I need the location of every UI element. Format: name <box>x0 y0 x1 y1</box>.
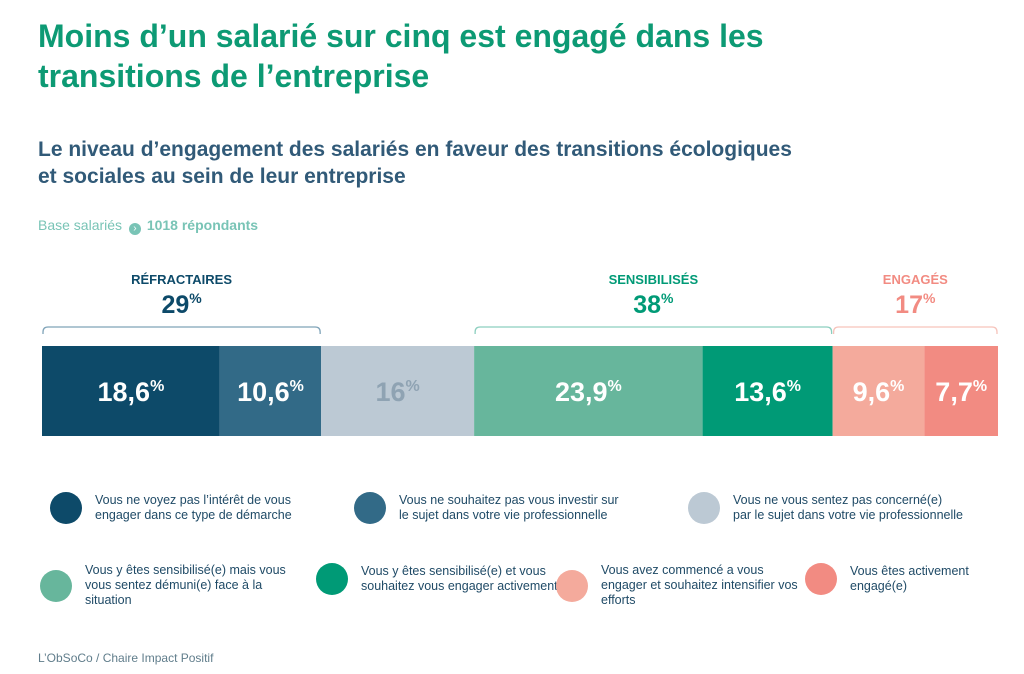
legend-item-5: Vous y êtes sensibilisé(e) et vous souha… <box>316 563 571 595</box>
group-name-1: RÉFRACTAIRES <box>131 272 232 287</box>
bar-value-label-5: 13,6% <box>734 377 801 407</box>
bar-segment-7 <box>924 346 998 436</box>
legend-item-6: Vous avez commencé a vous engager et sou… <box>556 563 811 608</box>
bar-value-label-6: 9,6% <box>853 377 905 407</box>
legend-item-4: Vous y êtes sensibilisé(e) mais vous vou… <box>40 563 295 608</box>
bar-value-label-2: 10,6% <box>237 377 304 407</box>
legend-item-3: Vous ne vous sentez pas concerné(e) par … <box>688 492 963 524</box>
bar-segment-3 <box>321 346 475 436</box>
bar-segment-1 <box>42 346 220 436</box>
legend-swatch <box>805 563 837 595</box>
source-note: L’ObSoCo / Chaire Impact Positif <box>38 651 214 665</box>
bar-segment-5 <box>702 346 833 436</box>
legend-label: Vous y êtes sensibilisé(e) mais vous vou… <box>85 563 286 607</box>
bar-segment-6 <box>832 346 925 436</box>
legend-label: Vous ne voyez pas l’intérêt de vous enga… <box>95 493 292 522</box>
legend-label: Vous ne vous sentez pas concerné(e) par … <box>733 493 963 522</box>
bar-value-label-3: 16% <box>375 377 419 407</box>
group-bracket-3 <box>832 326 998 334</box>
legend-swatch <box>316 563 348 595</box>
group-name-2: SENSIBILISÉS <box>609 272 699 287</box>
legend-item-1: Vous ne voyez pas l’intérêt de vous enga… <box>50 492 325 524</box>
bar-value-label-1: 18,6% <box>98 377 165 407</box>
legend-label: Vous ne souhaitez pas vous investir sur … <box>399 493 619 522</box>
chart-subtitle: Le niveau d’engagement des salariés en f… <box>38 138 792 188</box>
group-name-3: ENGAGÉS <box>883 272 948 287</box>
group-total-3: 17% <box>895 290 936 319</box>
legend-swatch <box>556 569 588 602</box>
legend-item-7: Vous êtes activement engagé(e) <box>805 563 1020 595</box>
legend-swatch <box>50 492 82 524</box>
legend-swatch <box>40 569 72 602</box>
group-total-1: 29% <box>161 290 202 319</box>
legend-label: Vous êtes activement engagé(e) <box>850 564 969 593</box>
base-label: Base salariés <box>38 217 123 233</box>
legend-label: Vous avez commencé a vous engager et sou… <box>601 563 798 607</box>
legend-swatch <box>354 492 386 524</box>
chevron-right-icon: › <box>128 223 141 235</box>
chart-title: Moins d’un salarié sur cinq est engagé d… <box>38 18 764 94</box>
bar-value-label-4: 23,9% <box>555 377 622 407</box>
group-total-2: 38% <box>633 290 674 319</box>
group-bracket-2 <box>474 326 833 334</box>
legend-label: Vous y êtes sensibilisé(e) et vous souha… <box>361 564 558 593</box>
base-value: 1018 répondants <box>146 217 259 233</box>
bar-value-label-7: 7,7% <box>935 377 987 407</box>
sample-base: Base salariés › 1018 répondants <box>38 217 258 235</box>
group-bracket-1 <box>42 326 321 334</box>
legend-swatch <box>688 492 720 524</box>
bar-segment-4 <box>474 346 703 436</box>
bar-segment-2 <box>219 346 322 436</box>
legend-item-2: Vous ne souhaitez pas vous investir sur … <box>354 492 629 524</box>
stacked-bar-chart: 18,6% 10,6% 16% 23,9% 13,6% 9,6% 7,7% RÉFRACTAI… <box>42 272 998 436</box>
